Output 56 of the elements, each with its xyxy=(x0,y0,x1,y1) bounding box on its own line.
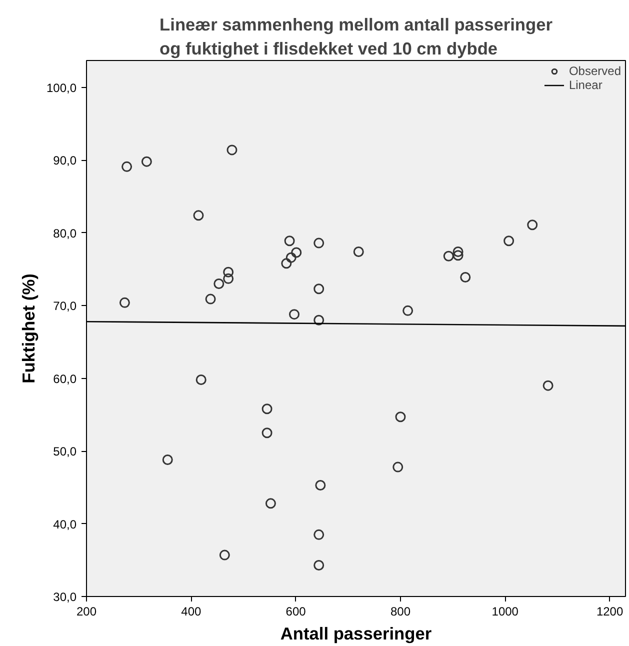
point xyxy=(527,220,538,230)
x-tick-label: 800 xyxy=(390,604,411,618)
point xyxy=(314,560,324,570)
point xyxy=(286,252,296,263)
point xyxy=(281,258,292,269)
point xyxy=(119,297,130,308)
point xyxy=(205,294,216,304)
chart-title: Lineær sammenheng mellom antall passeringer og fuktighet i flisdekket ved 10 cm dybde xyxy=(160,14,553,58)
point xyxy=(460,272,471,282)
y-tick-label: 90,0 xyxy=(53,154,77,168)
point xyxy=(542,380,554,391)
x-tick-label: 1200 xyxy=(596,604,624,618)
point xyxy=(452,246,464,258)
point xyxy=(122,161,132,172)
legend-label: Linear xyxy=(568,78,602,92)
point xyxy=(395,412,406,422)
point xyxy=(141,156,152,167)
point xyxy=(353,246,364,258)
point xyxy=(223,273,234,284)
y-tick-label: 80,0 xyxy=(53,226,77,240)
x-axis-title: Antall passeringer xyxy=(280,624,432,644)
point xyxy=(314,238,324,248)
point xyxy=(162,454,173,466)
point xyxy=(223,266,234,278)
point xyxy=(284,236,295,246)
point xyxy=(193,210,204,221)
point xyxy=(314,529,324,540)
y-tick-label: 50,0 xyxy=(53,444,77,459)
legend-label: Observed xyxy=(568,64,621,78)
point xyxy=(214,278,224,290)
point xyxy=(443,250,454,262)
y-tick-label: 100,0 xyxy=(46,80,77,95)
point xyxy=(402,305,414,316)
y-tick-label: 40,0 xyxy=(53,517,77,532)
y-tick-label: 70,0 xyxy=(53,299,77,314)
point xyxy=(504,236,514,246)
point xyxy=(262,404,272,414)
x-tick-label: 1000 xyxy=(492,604,519,618)
x-tick-label: 400 xyxy=(181,604,202,618)
y-tick-label: 30,0 xyxy=(53,590,77,604)
x-tick-label: 600 xyxy=(286,604,306,618)
point xyxy=(226,144,238,156)
y-axis-title: Fuktighet (%) xyxy=(18,274,38,384)
x-tick-label: 200 xyxy=(76,604,97,618)
point xyxy=(291,247,302,258)
point xyxy=(314,284,324,294)
y-tick-label: 60,0 xyxy=(53,372,77,386)
point xyxy=(315,480,326,490)
point xyxy=(262,428,272,438)
point xyxy=(452,250,464,261)
point xyxy=(392,462,404,472)
point xyxy=(219,550,230,560)
point xyxy=(289,309,300,320)
point xyxy=(314,314,324,326)
point xyxy=(196,374,206,386)
point xyxy=(265,498,276,509)
